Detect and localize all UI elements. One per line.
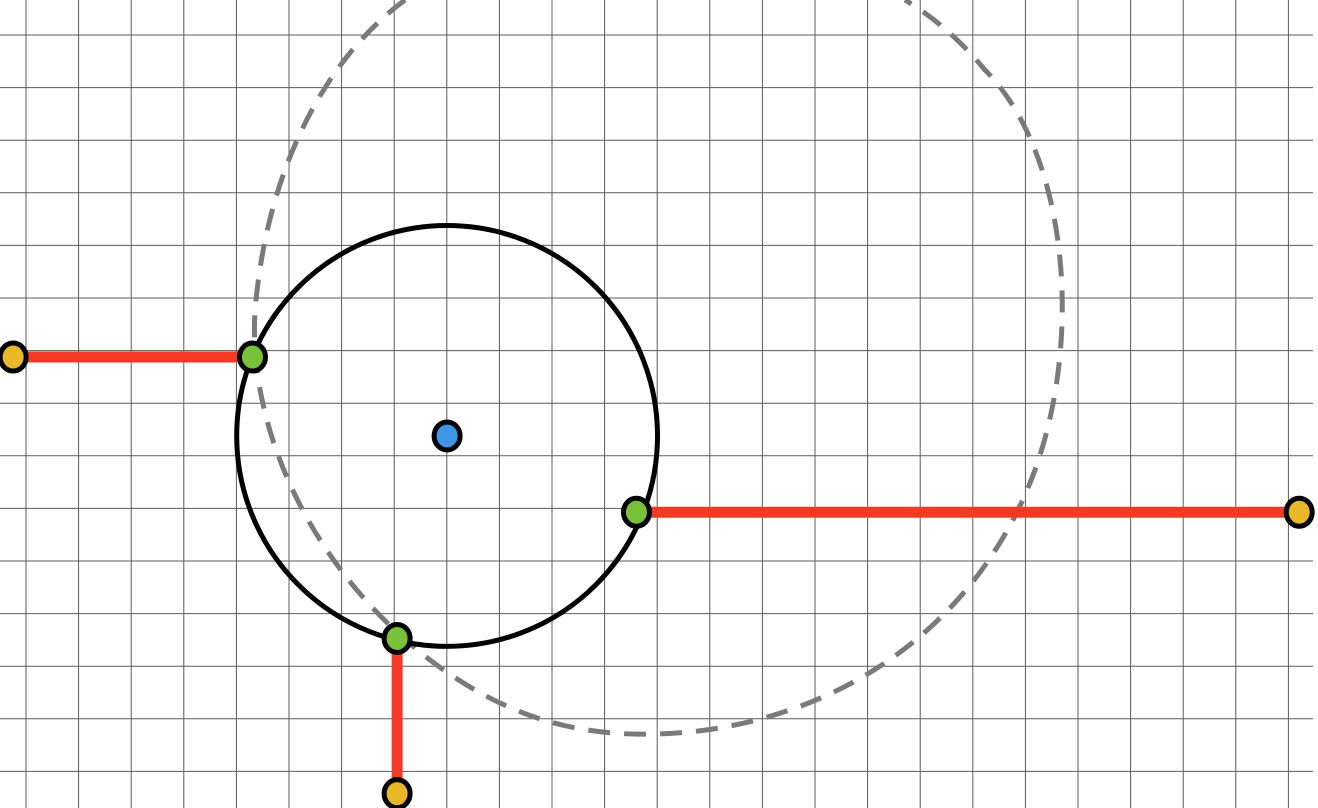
- connectors: [13, 351, 1300, 794]
- center-point[interactable]: [431, 419, 463, 453]
- contact-point[interactable]: [620, 495, 652, 529]
- anchor-point[interactable]: [0, 340, 29, 374]
- contact-point[interactable]: [236, 340, 268, 374]
- anchor-point[interactable]: [381, 777, 413, 808]
- contact-point[interactable]: [381, 621, 413, 655]
- main-circle: [234, 223, 660, 649]
- anchor-point[interactable]: [1283, 495, 1315, 529]
- dashed-boundary-curve: [251, 0, 1065, 737]
- points: [0, 340, 1315, 808]
